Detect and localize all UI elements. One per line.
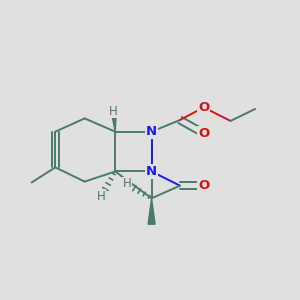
Polygon shape [111, 111, 116, 132]
Text: O: O [198, 127, 209, 140]
Polygon shape [148, 198, 155, 224]
Text: O: O [198, 101, 209, 114]
Text: H: H [109, 105, 118, 118]
Text: O: O [198, 179, 209, 192]
Text: H: H [123, 177, 131, 190]
Text: N: N [146, 165, 157, 178]
Text: H: H [97, 190, 105, 203]
Text: N: N [146, 125, 157, 138]
